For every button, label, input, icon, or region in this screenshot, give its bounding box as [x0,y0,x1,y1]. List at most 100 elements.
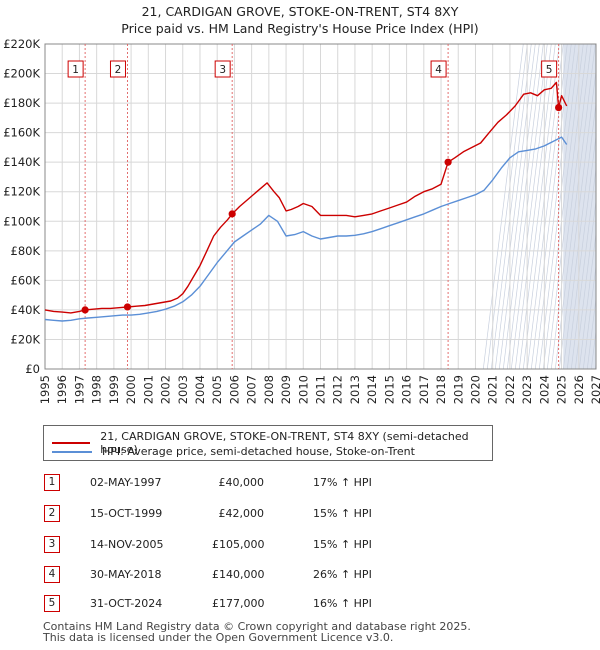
chart-legend: 21, CARDIGAN GROVE, STOKE-ON-TRENT, ST4 … [43,425,493,461]
sale-hpi-diff: 15% ↑ HPI [313,507,372,520]
sale-hpi-diff: 26% ↑ HPI [313,568,372,581]
sale-point [123,303,132,311]
x-tick-label: 2003 [176,375,190,404]
price-paid-line [44,81,568,314]
hatch-line [522,43,564,370]
y-tick-label: £40K [11,303,41,317]
sale-hpi-diff: 16% ↑ HPI [313,597,372,610]
sale-label: 4 [435,64,442,76]
legend-label-price: 21, CARDIGAN GROVE, STOKE-ON-TRENT, ST4 … [100,430,469,456]
x-tick-label: 2000 [124,375,138,404]
sale-price: £42,000 [218,507,265,520]
legend-item-hpi: HPI: Average price, semi-detached house,… [52,445,415,458]
x-tick-label: 2023 [520,375,534,404]
sale-point [81,306,89,314]
x-tick-label: 1996 [55,375,69,404]
x-tick-label: 2012 [331,375,345,404]
y-tick-label: £180K [3,96,40,110]
x-tick-label: 2017 [417,375,431,404]
x-tick-label: 2005 [210,375,224,404]
y-tick-label: £160K [3,126,40,140]
x-tick-label: 2014 [365,375,379,404]
sale-date: 02-MAY-1997 [90,476,162,489]
y-tick-label: £60K [11,273,41,287]
hatch-line [482,43,524,370]
hatch-line [530,43,572,370]
sale-label-box [541,60,558,78]
y-tick-label: £120K [3,185,40,199]
legend-swatch-hpi [52,450,92,453]
y-tick-label: £200K [3,67,40,81]
x-tick-label: 2021 [486,375,500,404]
x-tick-label: 2026 [572,375,586,404]
x-tick-label: 2024 [537,375,551,404]
x-tick-label: 2027 [589,375,600,404]
x-tick-label: 2025 [555,375,569,404]
hatch-line [514,43,556,370]
sale-label: 5 [546,64,553,76]
sale-date: 30-MAY-2018 [90,568,162,581]
y-tick-label: £80K [11,244,41,258]
footer-license: This data is licensed under the Open Gov… [43,631,394,644]
sale-label: 2 [115,64,122,76]
hatch-line [546,43,588,370]
y-tick-label: £220K [3,37,40,51]
hatch-line [570,132,600,370]
hatch-line [566,100,600,370]
sale-date: 15-OCT-1999 [90,507,163,520]
sale-date: 14-NOV-2005 [90,538,164,551]
sale-badge: 2 [44,505,60,522]
x-tick-label: 2004 [193,375,207,404]
sale-badge: 1 [44,474,60,491]
hatch-line [586,262,600,370]
sale-label: 1 [72,64,79,76]
chart-subtitle: Price paid vs. HM Land Registry's House … [121,21,479,36]
sale-label-box [430,60,447,78]
sale-date: 31-OCT-2024 [90,597,163,610]
x-tick-label: 2019 [451,375,465,404]
x-tick-label: 2001 [141,375,155,404]
price-chart: £0 £20K £40K £60K £80K £100K £120K £140K £160K £1… [3,37,600,404]
footer-copyright: Contains HM Land Registry data © Crown c… [43,620,471,633]
sale-label-box [214,60,231,78]
sale-badge: 5 [44,595,60,612]
x-tick-label: 2013 [348,375,362,404]
hatch-line [558,43,600,370]
y-tick-label: £100K [3,214,40,228]
hatch-line [550,43,592,370]
hatch-line [534,43,576,370]
sale-price: £177,000 [212,597,265,610]
sale-label: 3 [219,64,226,76]
hatch-line [518,43,560,370]
y-tick-label: £0 [25,362,40,376]
hatch-line [574,165,600,370]
x-tick-label: 2016 [400,375,414,404]
hatch-line [582,230,600,370]
hpi-line [44,136,568,322]
hatch-line [542,43,584,370]
x-tick-label: 1995 [38,375,52,404]
sale-badge: 4 [44,566,60,583]
sale-hpi-diff: 17% ↑ HPI [313,476,372,489]
chart-title: 21, CARDIGAN GROVE, STOKE-ON-TRENT, ST4 … [141,4,459,19]
sale-price: £140,000 [212,568,265,581]
x-tick-label: 2011 [314,375,328,404]
sale-price: £105,000 [212,538,265,551]
x-tick-label: 2008 [262,375,276,404]
clip-mask [596,42,600,371]
legend-swatch-price [52,442,91,444]
plot-frame [44,43,597,370]
x-tick-label: 2020 [468,375,482,404]
x-tick-label: 2010 [296,375,310,404]
sale-badge: 3 [44,536,60,553]
hatch-line [538,43,580,370]
x-tick-label: 1999 [107,375,121,404]
sale-hpi-diff: 15% ↑ HPI [313,538,372,551]
x-tick-label: 2007 [245,375,259,404]
hatch-line [498,43,540,370]
sale-label-box [67,60,84,78]
hatch-line [494,43,536,370]
x-tick-label: 2006 [227,375,241,404]
legend-item-price: 21, CARDIGAN GROVE, STOKE-ON-TRENT, ST4 … [52,430,492,456]
sale-price: £40,000 [218,476,265,489]
